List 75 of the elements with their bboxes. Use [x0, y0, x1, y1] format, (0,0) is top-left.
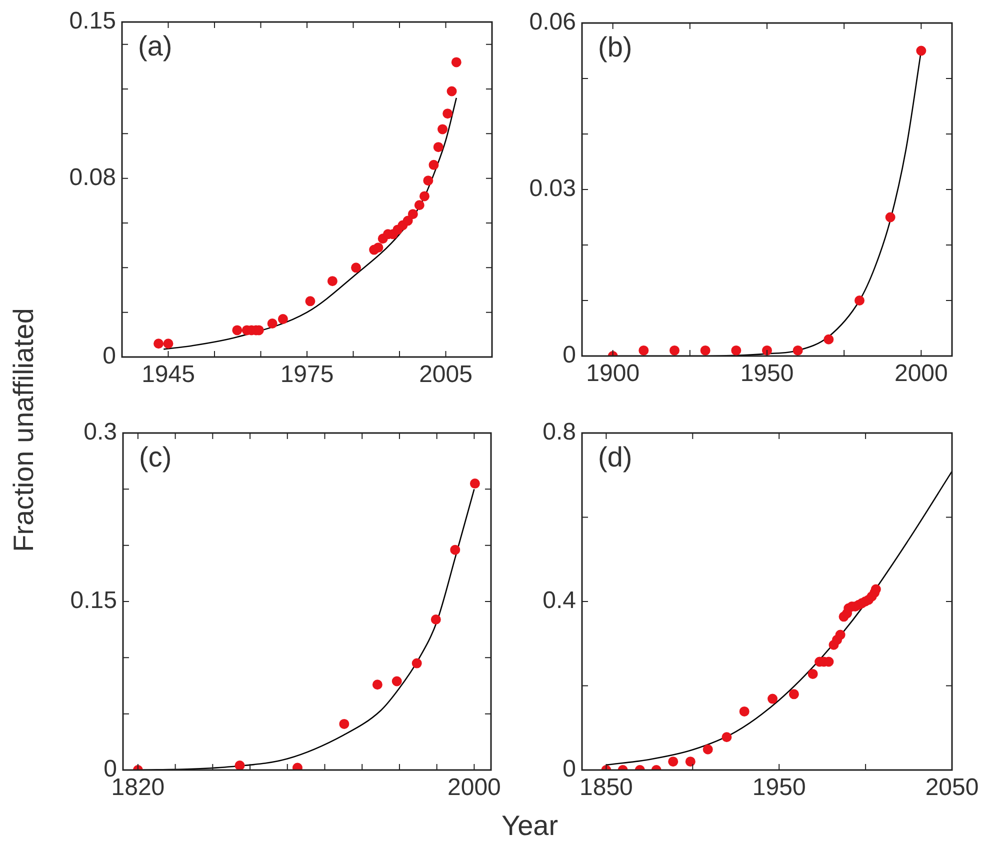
- point: [870, 584, 881, 594]
- point: [372, 680, 382, 690]
- y-tick-label: 0: [102, 342, 116, 370]
- x-tick-label: 1945: [142, 361, 195, 388]
- point: [835, 630, 846, 640]
- x-tick-label: 1850: [580, 774, 633, 802]
- x-tick-label: 1950: [740, 360, 794, 388]
- point: [739, 706, 750, 716]
- point: [234, 760, 245, 770]
- point: [685, 756, 696, 767]
- x-tick-label: 2050: [925, 774, 979, 802]
- point: [854, 296, 864, 306]
- annotation: (b): [598, 32, 632, 63]
- point: [430, 614, 441, 624]
- y-tick-label: 0: [562, 756, 576, 783]
- x-tick-label: 2005: [419, 361, 472, 388]
- point: [451, 57, 462, 68]
- point: [402, 216, 413, 226]
- point: [768, 694, 778, 704]
- point: [373, 242, 384, 253]
- point: [438, 124, 448, 134]
- y-axis-title: Fraction unaffiliated: [8, 308, 40, 552]
- point: [154, 338, 164, 349]
- x-axis-title: Year: [502, 810, 558, 842]
- point: [392, 676, 402, 686]
- point: [423, 176, 434, 186]
- point: [412, 658, 422, 668]
- y-tick-label: 0.4: [542, 587, 576, 614]
- point: [163, 338, 174, 349]
- y-tick-label: 0: [562, 342, 576, 369]
- point: [670, 345, 680, 356]
- point: [267, 318, 278, 328]
- point: [916, 46, 926, 56]
- point: [450, 544, 460, 555]
- point: [824, 334, 834, 344]
- y-tick-label: 0.3: [84, 418, 117, 446]
- annotation: (d): [598, 442, 632, 473]
- point: [442, 108, 453, 119]
- point: [232, 325, 242, 336]
- point: [408, 209, 418, 220]
- point: [470, 478, 480, 489]
- point: [327, 276, 338, 286]
- x-tick-label: 2000: [894, 360, 948, 388]
- y-tick-label: 0.06: [529, 8, 576, 36]
- y-tick-label: 0.08: [69, 164, 116, 191]
- point: [722, 732, 732, 742]
- point: [638, 345, 649, 356]
- point: [668, 756, 678, 767]
- point: [351, 262, 362, 273]
- x-tick-label: 1975: [280, 361, 334, 388]
- point: [885, 212, 896, 222]
- y-tick-label: 0.8: [542, 418, 576, 446]
- point: [278, 314, 288, 324]
- point: [788, 689, 799, 700]
- x-tick-label: 1950: [752, 774, 806, 802]
- point: [339, 718, 350, 729]
- y-tick-label: 0.15: [70, 587, 117, 614]
- y-tick-label: 0.03: [529, 175, 576, 202]
- y-tick-label: 0.15: [69, 8, 116, 35]
- annotation: (a): [138, 30, 172, 62]
- point: [762, 345, 772, 356]
- point: [446, 86, 457, 96]
- x-tick-label: 1900: [586, 360, 640, 388]
- point: [702, 744, 713, 754]
- annotation: (c): [139, 442, 172, 473]
- point: [305, 296, 316, 306]
- point: [433, 142, 444, 152]
- point: [414, 200, 424, 210]
- point: [700, 345, 710, 356]
- point: [419, 191, 430, 202]
- point: [792, 345, 803, 356]
- point: [731, 345, 742, 356]
- point: [428, 160, 439, 170]
- point: [808, 668, 818, 679]
- x-tick-label: 2000: [447, 774, 501, 802]
